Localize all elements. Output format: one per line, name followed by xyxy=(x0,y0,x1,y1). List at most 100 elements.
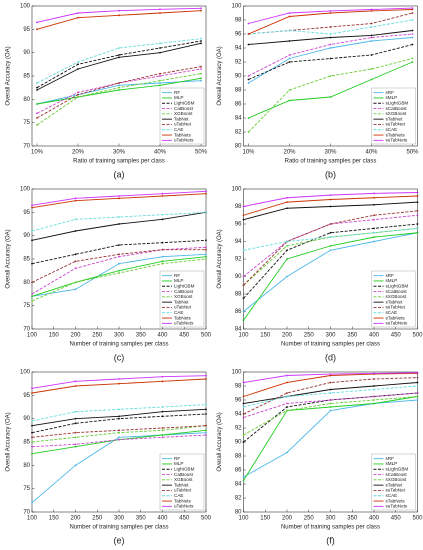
x-tick-label: 50% xyxy=(406,150,419,156)
point xyxy=(118,84,120,87)
point xyxy=(329,75,332,77)
point xyxy=(286,258,288,260)
point xyxy=(242,218,245,221)
point xyxy=(247,117,250,119)
point xyxy=(286,249,288,252)
point xyxy=(118,89,120,91)
y-tick-label: 92 xyxy=(235,257,242,263)
point xyxy=(31,452,33,455)
point xyxy=(118,47,120,49)
point xyxy=(74,199,77,202)
point xyxy=(286,275,288,278)
point xyxy=(74,197,77,200)
legend-label: RF xyxy=(174,456,180,461)
point xyxy=(161,241,164,244)
legend-label: suTabNets xyxy=(386,321,408,326)
x-axis-label: Number of training samples per class xyxy=(281,525,380,531)
point xyxy=(242,413,245,415)
x-tick-label: 100 xyxy=(238,516,249,522)
point xyxy=(161,248,164,251)
point xyxy=(200,65,202,68)
point xyxy=(161,262,164,265)
legend-label: uTabNets xyxy=(174,504,194,509)
y-tick-label: 84 xyxy=(235,116,242,122)
x-tick-label: 20% xyxy=(72,150,85,156)
point xyxy=(411,8,414,11)
x-tick-label: 200 xyxy=(70,516,81,522)
x-tick-label: 100 xyxy=(27,333,38,339)
point xyxy=(118,197,120,200)
point xyxy=(329,33,332,35)
point xyxy=(74,281,77,284)
series-line xyxy=(31,239,207,265)
point xyxy=(31,445,33,448)
point xyxy=(373,378,375,380)
point xyxy=(416,385,419,387)
point xyxy=(159,12,161,14)
y-tick-label: 88 xyxy=(235,292,242,298)
x-tick-label: 300 xyxy=(325,516,336,522)
legend-label: sCatBoost xyxy=(386,289,408,294)
point xyxy=(77,16,79,19)
point xyxy=(200,77,202,80)
y-tick-label: 94 xyxy=(235,239,242,245)
point xyxy=(288,99,291,102)
y-axis-label: Overall Accuracy (OA) xyxy=(6,229,12,288)
y-tick-label: 88 xyxy=(235,454,242,460)
point xyxy=(329,57,332,60)
point xyxy=(329,406,332,408)
legend-label: sTabNet xyxy=(386,299,404,304)
point xyxy=(416,392,419,394)
legend-label: sXGBoost xyxy=(386,294,407,299)
point xyxy=(370,68,373,70)
legend-label: uTabNet xyxy=(174,122,192,127)
point xyxy=(118,408,120,411)
point xyxy=(205,192,207,195)
point xyxy=(329,381,332,384)
point xyxy=(74,267,77,270)
point xyxy=(36,103,38,105)
point xyxy=(288,61,291,63)
point xyxy=(31,420,33,422)
point xyxy=(370,10,373,12)
y-tick-label: 100 xyxy=(20,4,31,10)
point xyxy=(31,387,33,390)
y-tick-label: 100 xyxy=(20,187,31,193)
point xyxy=(411,33,414,35)
point xyxy=(286,392,288,394)
point xyxy=(159,79,161,82)
point xyxy=(247,43,250,46)
y-axis-label: Overall Accuracy (OA) xyxy=(217,412,223,471)
legend-label: uTabNet xyxy=(174,305,192,310)
point xyxy=(411,57,414,60)
point xyxy=(31,204,33,207)
point xyxy=(205,258,207,260)
point xyxy=(159,8,161,11)
point xyxy=(200,40,202,42)
point xyxy=(329,194,332,197)
point xyxy=(118,82,120,84)
point xyxy=(118,86,120,89)
point xyxy=(31,281,33,284)
y-tick-label: 90 xyxy=(235,274,242,280)
x-tick-label: 350 xyxy=(347,333,358,339)
legend-label: XGBoost xyxy=(174,111,193,116)
point xyxy=(242,434,245,436)
panel-label: (c) xyxy=(114,352,125,362)
point xyxy=(205,255,207,258)
point xyxy=(161,434,164,436)
y-tick-label: 80 xyxy=(235,144,242,150)
point xyxy=(411,29,414,32)
point xyxy=(288,40,291,42)
point xyxy=(161,427,164,429)
panel-label: (e) xyxy=(114,535,125,545)
legend-label: sCatBoost xyxy=(386,106,408,111)
point xyxy=(373,395,375,398)
point xyxy=(118,272,120,274)
point xyxy=(242,416,245,419)
legend-label: suTabNet xyxy=(386,122,406,127)
point xyxy=(161,406,164,408)
point xyxy=(200,7,202,10)
point xyxy=(370,34,373,37)
point xyxy=(74,443,77,446)
